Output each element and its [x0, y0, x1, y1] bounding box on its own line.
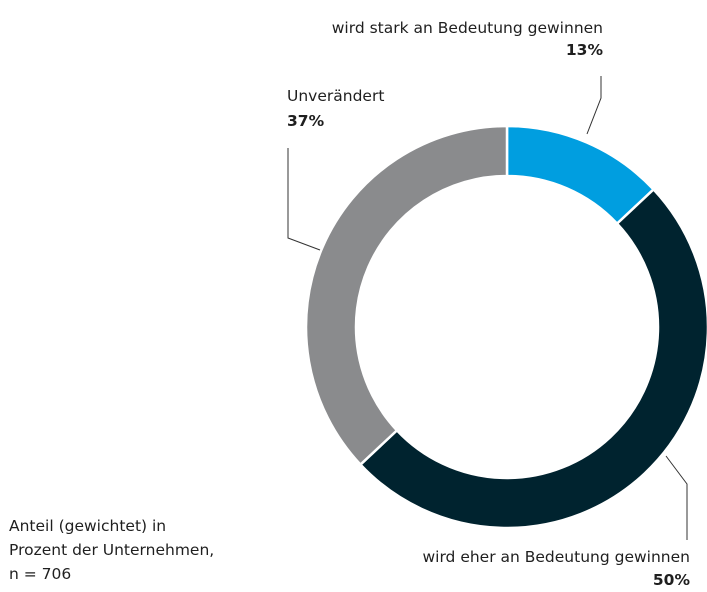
slice-value-unveraendert: 37%	[287, 112, 325, 130]
leader-line-stark	[586, 76, 602, 135]
leader-line-unveraendert	[287, 148, 321, 251]
donut-slices	[304, 124, 707, 530]
slice-label-unveraendert: Unverändert	[287, 87, 384, 105]
donut-slice-unveraendert	[304, 124, 509, 466]
donut-slice-eher	[359, 188, 707, 530]
sample-note-line: Anteil (gewichtet) in	[9, 517, 167, 535]
slice-label-stark: wird stark an Bedeutung gewinnen	[332, 19, 603, 37]
leader-line-eher	[665, 455, 688, 540]
sample-note-line: Prozent der Unternehmen,	[9, 541, 215, 559]
slice-label-eher: wird eher an Bedeutung gewinnen	[422, 548, 690, 566]
slice-value-eher: 50%	[653, 571, 691, 589]
sample-note: Anteil (gewichtet) in Prozent der Untern…	[9, 514, 269, 586]
sample-note-line: n = 706	[9, 565, 72, 583]
slice-value-stark: 13%	[566, 41, 604, 59]
